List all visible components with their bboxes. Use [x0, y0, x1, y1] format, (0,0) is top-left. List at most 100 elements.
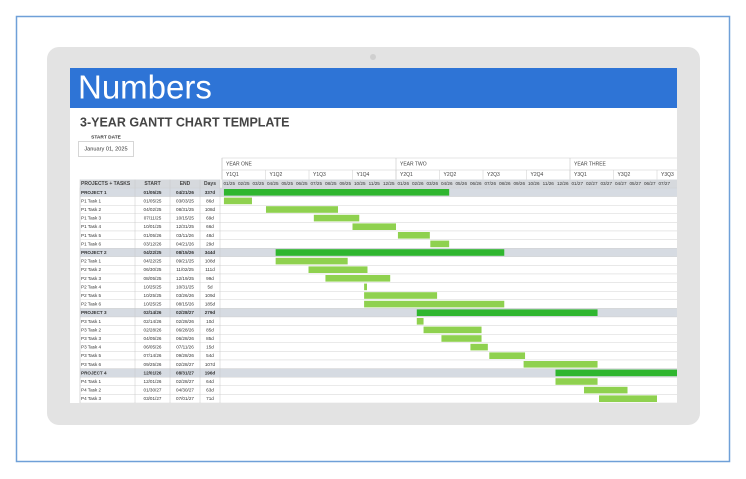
camera — [370, 54, 376, 60]
task-bar — [416, 318, 424, 325]
task-bar — [523, 361, 598, 368]
cell: 344d — [205, 250, 216, 255]
cell: 08/31/27 — [176, 370, 194, 375]
month-label: 02/26 — [412, 181, 424, 186]
cell: 01/05/25 — [144, 198, 162, 203]
task-bar — [599, 395, 657, 402]
cell: 10/25/25 — [144, 302, 162, 307]
task-bar — [397, 232, 430, 239]
cell: 108d — [205, 259, 216, 264]
cell: P2 Task 6 — [81, 302, 102, 307]
cell: 09/28/26 — [176, 353, 194, 358]
cell: PROJECT 2 — [81, 250, 107, 255]
task-bar — [308, 266, 368, 273]
month-label: 03/25 — [253, 181, 265, 186]
cell: 08/05/25 — [144, 276, 162, 281]
month-header — [222, 179, 677, 189]
quarter-label: Y1Q4 — [357, 172, 370, 178]
cell: 04/02/25 — [144, 207, 162, 212]
cell: 337d — [205, 190, 216, 195]
cell: P2 Task 1 — [81, 259, 102, 264]
quarter-label: Y1Q2 — [270, 172, 283, 178]
month-label: 06/26 — [470, 181, 482, 186]
cell: 10/25/25 — [144, 293, 162, 298]
task-bar — [584, 386, 628, 394]
cell: P2 Task 3 — [81, 276, 102, 281]
cell: 02/28/27 — [176, 362, 194, 367]
cell: 04/22/25 — [144, 259, 162, 264]
cell: P1 Task 2 — [81, 207, 102, 212]
task-bar — [430, 240, 450, 248]
task-bar — [555, 378, 598, 385]
task-row — [79, 334, 677, 344]
cell: P3 Task 2 — [81, 327, 102, 332]
cell: P2 Task 5 — [81, 293, 102, 298]
cell: 04/21/26 — [176, 190, 194, 195]
year-label: YEAR THREE — [574, 161, 607, 167]
task-bar — [489, 352, 526, 359]
quarter-label: Y3Q2 — [618, 172, 631, 178]
sheet-title: 3-YEAR GANTT CHART TEMPLATE — [80, 115, 290, 129]
task-bar — [441, 335, 482, 342]
cell: P1 Task 3 — [81, 216, 102, 221]
year-label: YEAR TWO — [400, 161, 427, 167]
task-bar — [223, 197, 252, 205]
cell: 02/28/27 — [176, 379, 194, 384]
cell: 10/15/25 — [176, 216, 194, 221]
gantt-sheet: PROJECTS + TASKS START END Days YEAR ONE YEAR… — [79, 157, 677, 403]
cell: 10/25/25 — [144, 284, 162, 289]
task-row — [79, 256, 677, 266]
task-row — [79, 394, 677, 403]
year-label: YEAR ONE — [226, 161, 253, 167]
month-label: 08/25 — [325, 181, 337, 186]
cell: 04/05/26 — [144, 336, 162, 341]
month-label: 08/26 — [499, 181, 511, 186]
cell: 12/19/25 — [176, 276, 194, 281]
cell: PROJECT 1 — [81, 190, 107, 195]
quarter-label: Y2Q1 — [400, 172, 413, 178]
quarter-label: Y1Q3 — [313, 172, 326, 178]
month-label: 01/26 — [398, 181, 410, 186]
cell: P3 Task 4 — [81, 345, 102, 350]
month-label: 03/26 — [427, 181, 439, 186]
cell: 12/01/26 — [144, 370, 162, 375]
cell: P1 Task 1 — [81, 198, 102, 203]
month-label: 10/25 — [354, 181, 366, 186]
task-bar — [423, 326, 482, 334]
month-label: 10/26 — [528, 181, 540, 186]
task-row — [79, 325, 677, 335]
cell: 12/01/26 — [144, 379, 162, 384]
cell: 10d — [206, 319, 214, 324]
cell: 01/30/27 — [144, 388, 162, 393]
month-label: 01/25 — [224, 181, 236, 186]
task-row — [79, 239, 677, 249]
cell: P3 Task 1 — [81, 319, 102, 324]
cell: 29d — [206, 241, 214, 246]
column-header: END — [180, 181, 191, 187]
cell: 85d — [206, 336, 214, 341]
cell: 10/31/25 — [176, 284, 194, 289]
month-label: 12/26 — [557, 181, 569, 186]
cell: 04/22/25 — [144, 250, 162, 255]
project-bar — [555, 369, 677, 377]
cell: 85d — [206, 327, 214, 332]
cell: 10/01/25 — [144, 224, 162, 229]
cell: 108d — [205, 207, 216, 212]
task-bar — [364, 292, 438, 299]
start-date-label: START DATE — [91, 134, 121, 140]
month-label: 02/25 — [238, 181, 250, 186]
cell: P1 Task 4 — [81, 224, 102, 229]
task-row — [79, 351, 677, 361]
cell: 06/05/26 — [144, 345, 162, 350]
task-row — [79, 196, 677, 206]
cell: 02/28/26 — [176, 319, 194, 324]
cell: 02/28/27 — [176, 310, 194, 315]
cell: 06/30/25 — [144, 267, 162, 272]
month-label: 09/26 — [514, 181, 526, 186]
table-header — [80, 179, 220, 189]
cell: 02/14/26 — [144, 319, 162, 324]
cell: 48d — [206, 233, 214, 238]
app-title: Numbers — [78, 69, 212, 106]
cell: 109d — [205, 293, 216, 298]
cell: 196d — [205, 370, 216, 375]
